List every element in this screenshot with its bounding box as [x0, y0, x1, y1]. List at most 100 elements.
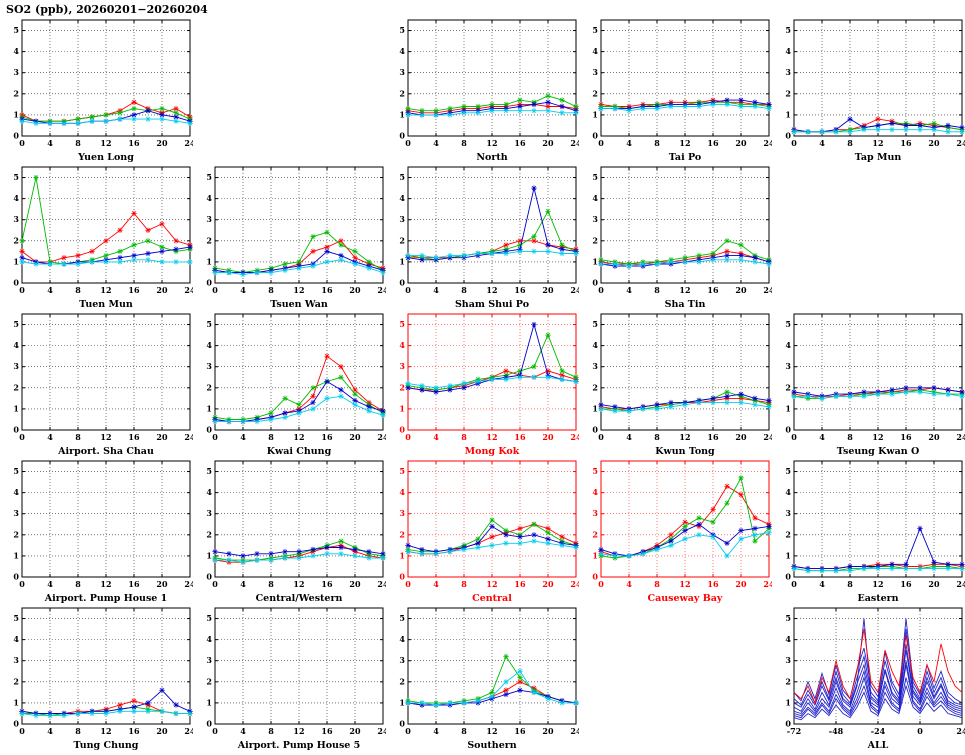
asterisk-marker — [847, 116, 853, 122]
asterisk-marker — [19, 254, 25, 261]
asterisk-marker — [696, 259, 702, 265]
x-tick-label: 16 — [321, 285, 333, 295]
x-tick-label: 24 — [956, 138, 965, 148]
chart-title: Southern — [467, 740, 516, 751]
asterisk-marker — [682, 519, 688, 525]
asterisk-marker — [159, 112, 165, 118]
asterisk-marker — [917, 122, 923, 129]
x-tick-label: 0 — [212, 726, 218, 736]
y-tick-label: 5 — [592, 172, 598, 182]
chart-title: Airport. Pump House 1 — [44, 593, 168, 604]
asterisk-marker — [117, 254, 123, 261]
y-tick-label: 2 — [592, 382, 598, 392]
asterisk-marker — [903, 565, 909, 572]
asterisk-marker — [573, 250, 579, 257]
x-tick-label: 20 — [349, 285, 361, 295]
asterisk-marker — [145, 257, 151, 263]
asterisk-marker — [959, 389, 965, 395]
y-tick-label: 4 — [592, 46, 598, 56]
asterisk-marker — [696, 103, 702, 110]
y-tick-label: 3 — [785, 655, 791, 665]
asterisk-marker — [47, 261, 53, 267]
x-tick-label: 12 — [293, 726, 304, 736]
asterisk-marker — [159, 221, 165, 227]
asterisk-marker — [752, 401, 758, 408]
asterisk-marker — [517, 248, 523, 255]
asterisk-marker — [324, 378, 330, 385]
asterisk-marker — [131, 116, 137, 122]
x-tick-label: 4 — [240, 432, 246, 442]
asterisk-marker — [475, 536, 481, 542]
y-tick-label: 2 — [399, 88, 405, 98]
asterisk-marker — [875, 565, 881, 572]
asterisk-marker — [724, 393, 730, 399]
chart-panel-tung_chung: 0 1 2 3 4 5 0 4 8 12 16 20 24 Tung Chung — [0, 604, 196, 751]
asterisk-marker — [503, 376, 509, 383]
series-line — [793, 643, 963, 708]
asterisk-marker — [724, 97, 730, 103]
y-tick-label: 5 — [399, 466, 405, 476]
asterisk-marker — [805, 393, 811, 399]
asterisk-marker — [173, 246, 179, 252]
asterisk-marker — [117, 110, 123, 116]
asterisk-marker — [766, 261, 772, 267]
asterisk-marker — [145, 107, 151, 114]
asterisk-marker — [131, 257, 137, 263]
asterisk-marker — [752, 525, 758, 532]
asterisk-marker — [338, 544, 344, 551]
asterisk-marker — [366, 259, 372, 265]
asterisk-marker — [545, 530, 551, 536]
asterisk-marker — [559, 246, 565, 252]
asterisk-marker — [282, 261, 288, 267]
x-tick-label: 8 — [461, 726, 467, 736]
asterisk-marker — [917, 385, 923, 391]
asterisk-marker — [598, 105, 604, 112]
asterisk-marker — [75, 120, 81, 127]
x-tick-label: 16 — [514, 726, 526, 736]
x-tick-label: 0 — [212, 285, 218, 295]
x-tick-label: 20 — [542, 432, 554, 442]
asterisk-marker — [559, 542, 565, 549]
chart-title: Central/Western — [256, 593, 343, 604]
asterisk-marker — [187, 259, 193, 265]
x-tick-label: 8 — [268, 579, 274, 589]
y-tick-label: 5 — [206, 172, 212, 182]
asterisk-marker — [75, 710, 81, 717]
asterisk-marker — [338, 238, 344, 244]
series-line — [793, 677, 963, 719]
asterisk-marker — [931, 385, 937, 391]
x-tick-label: 20 — [156, 285, 168, 295]
y-tick-label: 3 — [206, 214, 212, 224]
y-tick-label: 0 — [399, 425, 405, 435]
asterisk-marker — [724, 389, 730, 395]
x-tick-label: 24 — [956, 726, 965, 736]
asterisk-marker — [19, 248, 25, 255]
x-tick-label: 8 — [268, 726, 274, 736]
asterisk-marker — [710, 250, 716, 257]
x-tick-label: 20 — [542, 726, 554, 736]
asterisk-marker — [710, 519, 716, 525]
asterisk-marker — [766, 530, 772, 536]
y-tick-label: 4 — [785, 634, 791, 644]
asterisk-marker — [352, 248, 358, 255]
asterisk-marker — [517, 242, 523, 248]
y-tick-label: 2 — [785, 529, 791, 539]
asterisk-marker — [889, 120, 895, 127]
y-tick-label: 2 — [206, 529, 212, 539]
x-tick-label: 8 — [461, 579, 467, 589]
x-tick-label: 0 — [791, 138, 797, 148]
asterisk-marker — [531, 689, 537, 696]
chart-title: North — [476, 152, 507, 163]
asterisk-marker — [405, 252, 411, 259]
asterisk-marker — [626, 553, 632, 559]
y-tick-label: 1 — [399, 109, 405, 119]
asterisk-marker — [738, 103, 744, 110]
x-tick-label: 24 — [184, 432, 193, 442]
asterisk-marker — [668, 542, 674, 549]
y-tick-label: 5 — [399, 319, 405, 329]
asterisk-marker — [268, 551, 274, 557]
asterisk-marker — [598, 406, 604, 412]
x-tick-label: 20 — [928, 579, 940, 589]
